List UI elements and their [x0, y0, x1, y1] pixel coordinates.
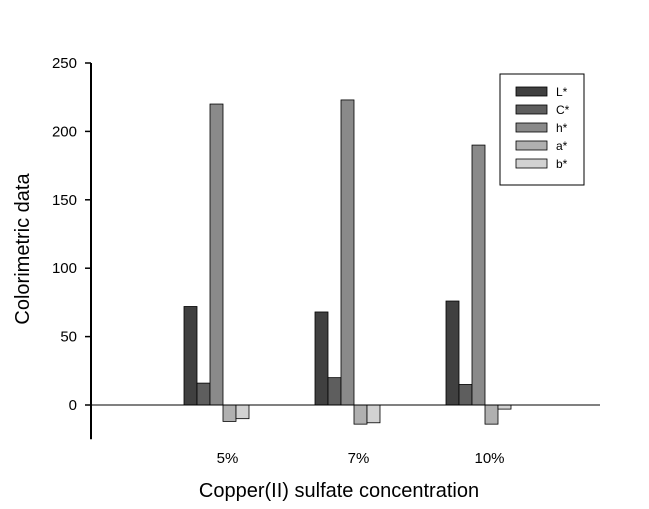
legend-swatch [515, 122, 548, 133]
legend-swatch [515, 104, 548, 115]
bar [471, 144, 486, 406]
y-tick-label: 150 [52, 192, 77, 209]
bar [222, 404, 237, 422]
legend-label: h* [556, 121, 568, 135]
plot-area [183, 99, 512, 425]
category-label: 5% [217, 450, 239, 467]
y-tick-label: 50 [60, 329, 77, 346]
x-axis-title: Copper(II) sulfate concentration [199, 480, 479, 502]
bar [497, 404, 512, 410]
legend-swatch [515, 158, 548, 169]
y-axis-title: Colorimetric data [12, 173, 34, 325]
legend-label: a* [556, 139, 568, 153]
bar [353, 404, 368, 425]
bar [340, 99, 355, 406]
axes: 0 50 100 150 200 250 5% 7% 10% [52, 55, 600, 467]
bar [458, 384, 473, 406]
y-tick-label: 250 [52, 55, 77, 72]
y-tick-label: 100 [52, 260, 77, 277]
legend-swatch [515, 86, 548, 97]
bar [366, 404, 381, 424]
legend-label: L* [556, 85, 568, 99]
bar [484, 404, 499, 425]
bar [196, 382, 211, 406]
bar [235, 404, 250, 420]
legend-swatch [515, 140, 548, 151]
legend: L* C* h* a* b* [499, 73, 585, 186]
y-tick-label: 200 [52, 123, 77, 140]
y-tick-label: 0 [69, 397, 77, 414]
bar [327, 377, 342, 406]
bar [314, 311, 329, 406]
bar [445, 300, 460, 406]
category-label: 10% [474, 450, 504, 467]
legend-label: C* [556, 103, 570, 117]
bar [183, 306, 198, 406]
bar [209, 103, 224, 406]
category-label: 7% [348, 450, 370, 467]
legend-label: b* [556, 157, 568, 171]
